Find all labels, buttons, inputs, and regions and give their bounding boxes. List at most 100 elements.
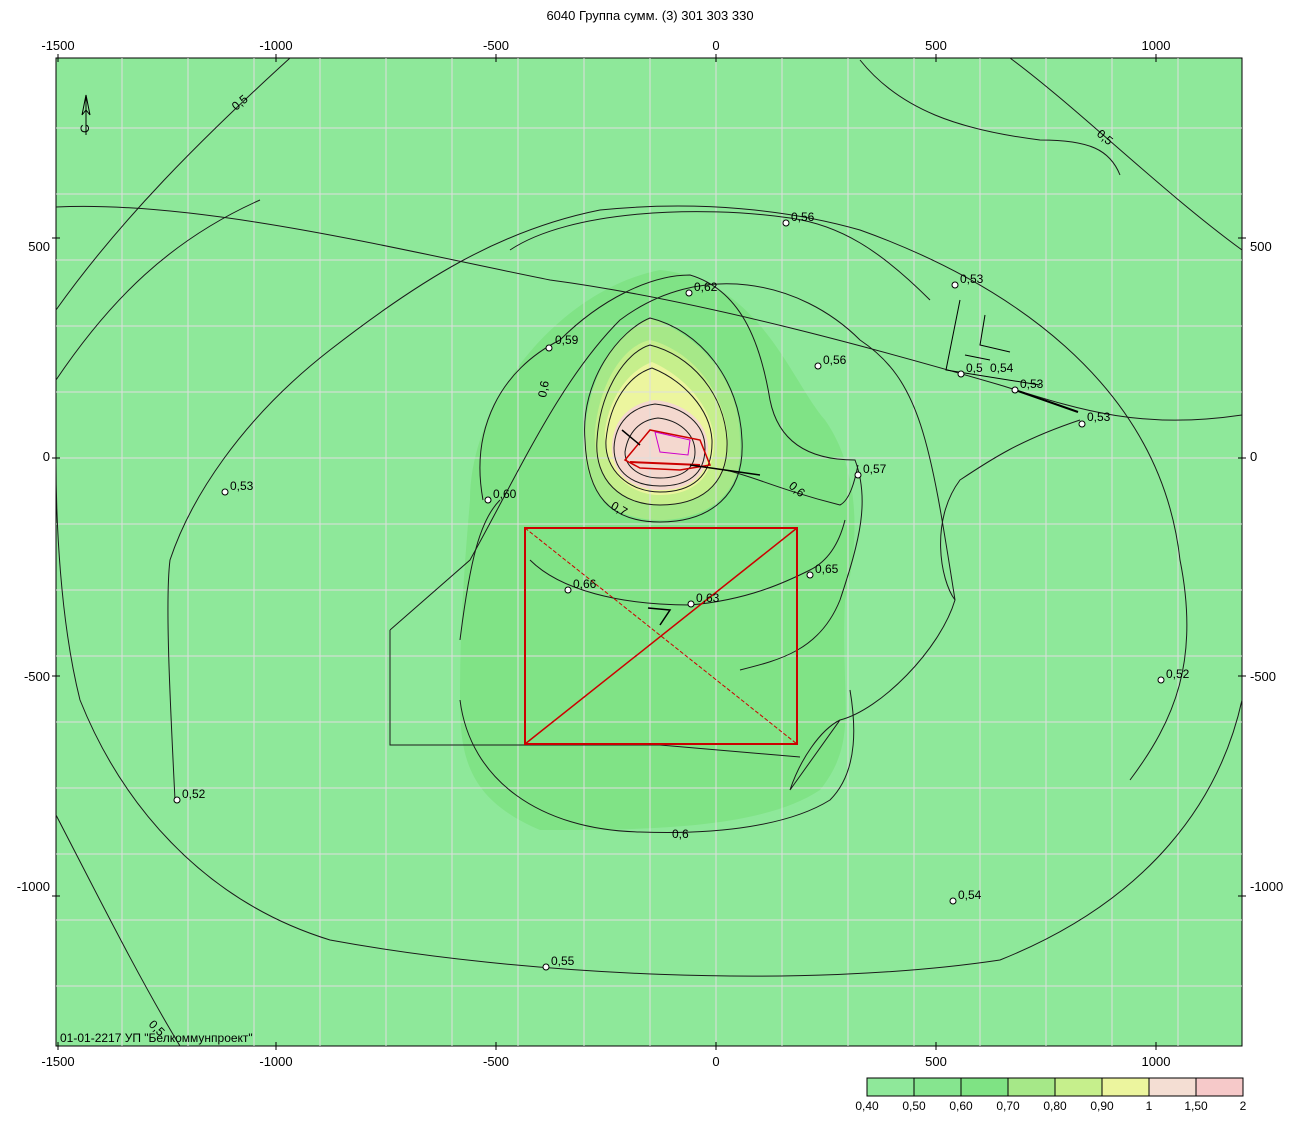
- contour-label: 0,5: [966, 361, 983, 375]
- contour-label: 0,56: [791, 210, 815, 224]
- contour-label-marker: 0,53: [1078, 410, 1111, 428]
- contour-label: 0,54: [990, 361, 1014, 375]
- legend-swatch: [866, 1077, 915, 1097]
- legend-label: 0,80: [1043, 1099, 1067, 1113]
- contour-label: 0,59: [555, 333, 579, 347]
- isoline-05-left: [55, 57, 291, 311]
- legend-swatch: [913, 1077, 962, 1097]
- contour-label: 0,53: [960, 272, 984, 286]
- contour-label: 0,56: [823, 353, 847, 367]
- contour-label-marker: 0,66: [564, 577, 597, 594]
- y-tick: -1000: [17, 879, 50, 894]
- legend-swatch: [1101, 1077, 1150, 1097]
- x-axis-top: -1500 -1000 -500 0 500 1000: [41, 38, 1170, 53]
- road-right-contour: [859, 59, 1121, 176]
- x-tick: -500: [483, 38, 509, 53]
- contour-label: 0,55: [551, 954, 575, 968]
- north-arrow-label: С: [78, 124, 92, 133]
- road-line: [55, 205, 1243, 421]
- isoline-10: [624, 417, 696, 479]
- x-tick: -1500: [41, 1054, 74, 1069]
- legend-label: 0,40: [855, 1099, 879, 1113]
- contour-label-marker: 0,62: [685, 280, 718, 297]
- zone-100: [612, 400, 708, 490]
- legend-label: 1: [1146, 1099, 1153, 1113]
- isoline-09: [613, 403, 706, 487]
- contour-label: 0,52: [182, 787, 206, 801]
- footer-label: 01-01-2217 УП "Белкоммунпроект": [60, 1031, 253, 1045]
- axis-labels: -1500 -1000 -500 0 500 1000 -1500 -1000 …: [17, 38, 1284, 1069]
- contour-label: 0,63: [696, 591, 720, 605]
- contour-label: 0,53: [1020, 377, 1044, 391]
- contour-label-marker: 0,57: [854, 462, 887, 479]
- contour-label-marker: 0,5: [957, 361, 983, 378]
- grid-lines: [56, 58, 1242, 1046]
- contour-label-marker: 0,56: [782, 210, 815, 227]
- isoline-08: [605, 367, 713, 493]
- tick-marks: [52, 54, 1246, 1050]
- contour-label-marker: 0,53: [221, 479, 254, 496]
- contour-label-marker: 0,53: [951, 272, 984, 289]
- legend-label: 0,60: [949, 1099, 973, 1113]
- y-tick: 500: [1250, 239, 1272, 254]
- legend-label: 0,50: [902, 1099, 926, 1113]
- isoline-075: [596, 344, 728, 506]
- contour-label: 0,53: [1087, 410, 1111, 424]
- contour-label-marker: 0,63: [687, 591, 720, 608]
- contour-label: 0,6: [672, 827, 689, 841]
- legend-label: 0,70: [996, 1099, 1020, 1113]
- isolines: [55, 57, 1243, 1047]
- x-tick: -1500: [41, 38, 74, 53]
- isoline-060: [459, 499, 501, 641]
- contour-label: 0,53: [230, 479, 254, 493]
- y-axis-left: 500 0 -500 -1000: [17, 239, 50, 894]
- contour-label-marker: 0,54: [949, 888, 982, 905]
- legend-swatch: [1054, 1077, 1103, 1097]
- y-tick: 500: [28, 239, 50, 254]
- x-tick: -1000: [259, 1054, 292, 1069]
- x-tick: 0: [712, 1054, 719, 1069]
- y-tick: -500: [24, 669, 50, 684]
- legend-label: 1,50: [1184, 1099, 1208, 1113]
- contour-label-marker: 0,60: [484, 487, 517, 504]
- legend-swatch: [960, 1077, 1009, 1097]
- x-tick: 0: [712, 38, 719, 53]
- isoline-055: [55, 199, 1243, 977]
- contour-label: 0,65: [815, 562, 839, 576]
- legend-label: 2: [1240, 1099, 1247, 1113]
- x-tick: 500: [925, 38, 947, 53]
- isoline-056: [509, 211, 931, 301]
- isoline-right-loop: [940, 419, 1081, 601]
- legend: 0,40 0,50 0,60 0,70 0,80 0,90 1 1,50 2: [855, 1077, 1247, 1113]
- zone-060: [460, 270, 855, 830]
- y-tick: -1000: [1250, 879, 1283, 894]
- contour-label-marker: 0,56: [814, 353, 847, 370]
- x-tick: 500: [925, 1054, 947, 1069]
- contour-label-marker: 0,53: [1011, 377, 1044, 394]
- map-title: 6040 Группа сумм. (3) 301 303 330: [546, 8, 754, 23]
- y-tick: 0: [43, 449, 50, 464]
- isoline-05-right: [1009, 57, 1243, 251]
- site-black-marks: [621, 429, 761, 626]
- x-tick: 1000: [1142, 1054, 1171, 1069]
- contour-label-marker: 0,59: [545, 333, 579, 352]
- legend-label: 0,90: [1090, 1099, 1114, 1113]
- isoline-06-bottom: [459, 689, 855, 834]
- isoline-05-bottom: [55, 814, 181, 1047]
- y-axis-right: 500 0 -500 -1000: [1250, 239, 1283, 894]
- contour-label: 0,66: [573, 577, 597, 591]
- x-tick: 1000: [1142, 38, 1171, 53]
- isoline-07: [584, 317, 743, 523]
- isoline-bend-060: [724, 464, 859, 506]
- x-tick: -500: [483, 1054, 509, 1069]
- structures: [945, 299, 1079, 413]
- contour-label-marker: 0,65: [806, 562, 839, 579]
- contour-label: 0,54: [958, 888, 982, 902]
- x-tick: -1000: [259, 38, 292, 53]
- contour-labels: 0,5 0,5 0,56 0,53 0,62 0,59 0,56 0,5 0,5…: [146, 92, 1190, 1040]
- north-arrow-icon: С: [78, 94, 92, 135]
- legend-swatch: [1007, 1077, 1056, 1097]
- y-tick: -500: [1250, 669, 1276, 684]
- contour-label-marker: 0,55: [542, 954, 575, 971]
